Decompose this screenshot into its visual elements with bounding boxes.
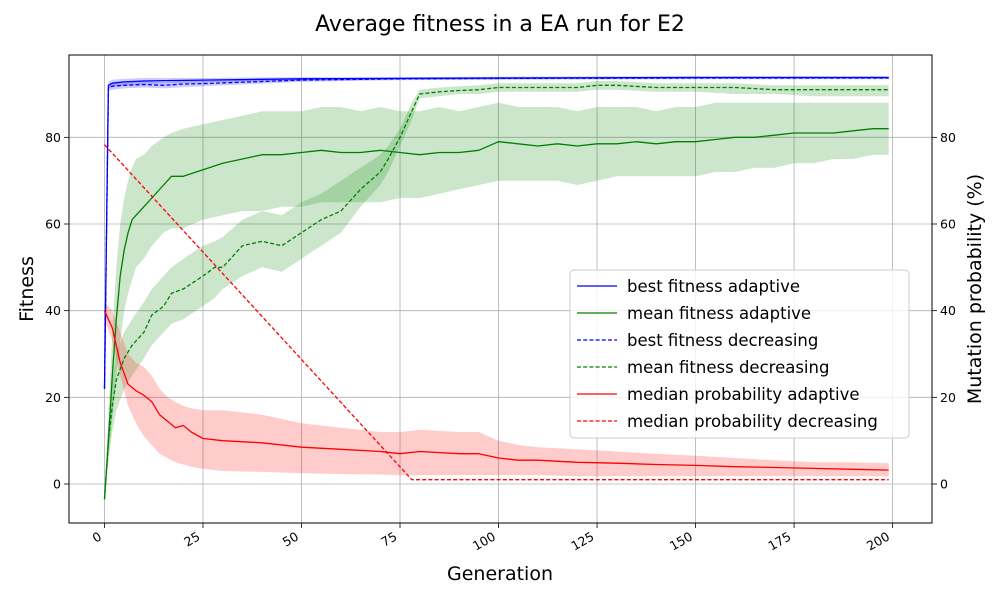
line-best-fitness-adaptive: [103, 76, 889, 389]
x-tick-label: 150: [667, 529, 695, 554]
y-tick-label-left: 20: [45, 390, 61, 405]
y-tick-label-right: 40: [940, 303, 956, 318]
legend-label-best-fitness-adaptive: best fitness adaptive: [627, 277, 800, 296]
line-median-probability-decreasing: [104, 144, 889, 481]
line-mean-fitness-decreasing: [103, 84, 889, 500]
plot-frame: [68, 54, 933, 524]
y-tick-label-left: 40: [45, 303, 61, 318]
line-median-probability-adaptive: [103, 310, 889, 471]
line-best-fitness-decreasing: [103, 77, 889, 389]
series-lines: [103, 76, 889, 500]
y-tick-label-right: 60: [940, 217, 956, 232]
band-mean-fitness-adaptive: [104, 102, 889, 502]
x-tick-label: 25: [181, 529, 202, 550]
legend-label-median-probability-decreasing: median probability decreasing: [627, 412, 878, 431]
y-tick-label-right: 20: [940, 390, 956, 405]
x-tick-label: 50: [280, 529, 301, 550]
legend: best fitness adaptive mean fitness adapti…: [569, 269, 910, 439]
x-tick-label: 125: [568, 529, 596, 554]
x-tick-label: 175: [765, 529, 793, 554]
y-tick-label-right: 0: [940, 477, 948, 492]
y-tick-label-left: 80: [45, 130, 61, 145]
x-axis-label: Generation: [447, 563, 553, 585]
x-tick-label: 75: [378, 529, 399, 550]
legend-label-mean-fitness-decreasing: mean fitness decreasing: [627, 358, 829, 377]
confidence-bands: [104, 76, 889, 502]
x-tick-label: 0: [90, 529, 104, 546]
legend-label-mean-fitness-adaptive: mean fitness adaptive: [627, 304, 811, 323]
x-tick-label: 100: [470, 529, 498, 554]
y-axis-label-left: Fitness: [16, 256, 38, 322]
legend-label-best-fitness-decreasing: best fitness decreasing: [627, 331, 818, 350]
band-median-probability-adaptive: [104, 302, 889, 477]
line-mean-fitness-adaptive: [103, 128, 889, 500]
y-tick-label-left: 0: [53, 477, 61, 492]
y-tick-label-right: 80: [940, 130, 956, 145]
legend-label-median-probability-adaptive: median probability adaptive: [627, 385, 860, 404]
x-tick-label: 200: [864, 529, 892, 554]
legend-box: [569, 269, 910, 439]
chart-title: Average fitness in a EA run for E2: [315, 12, 685, 37]
y-axis-label-right: Mutation probability (%): [964, 174, 986, 404]
axis-ticks: 0 25 50 75 100 125 150 175 200 0 20 40 60 80 0 20 40 60 80: [45, 130, 956, 554]
y-tick-label-left: 60: [45, 217, 61, 232]
